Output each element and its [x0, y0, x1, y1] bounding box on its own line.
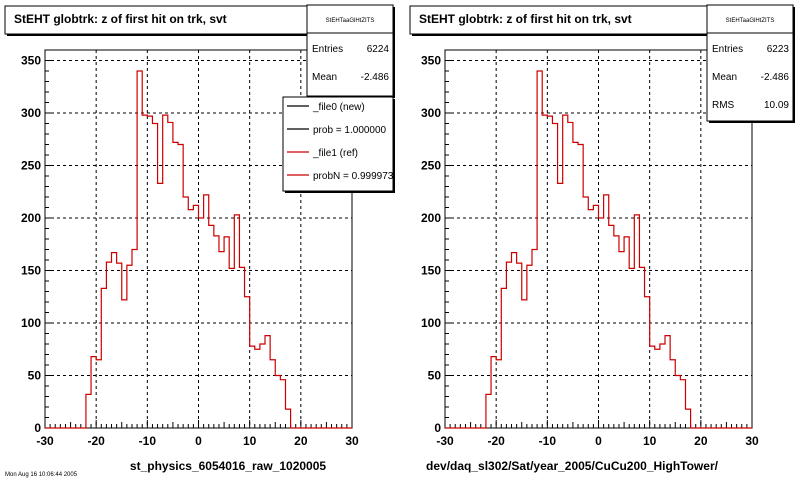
stats-title: StEHTaaGlHtZITS — [726, 18, 775, 24]
stats-box-frame — [306, 4, 394, 97]
x-axis-label: dev/daq_sl302/Sat/year_2005/CuCu200_High… — [426, 459, 719, 473]
legend-label: _file0 (new) — [312, 102, 365, 113]
y-tick-label: 0 — [434, 421, 441, 435]
x-tick-label: 0 — [195, 434, 202, 448]
stats-title: StEHTaaGlHtZITS — [326, 18, 375, 24]
y-tick-label: 50 — [28, 369, 42, 383]
y-tick-label: 300 — [421, 106, 441, 120]
legend-entries: _file0 (new) prob = 1.000000 _file1 (ref) p… — [287, 102, 394, 182]
chart-title: StEHT globtrk: z of first hit on trk, sv… — [419, 12, 632, 26]
x-tick-label: 0 — [595, 434, 602, 448]
stats-label: Mean — [312, 72, 337, 83]
y-tick-label: 300 — [21, 106, 41, 120]
footer-timestamp: Mon Aug 16 10:06:44 2005 — [5, 472, 78, 478]
y-tick-label: 100 — [21, 316, 41, 330]
x-tick-label: 10 — [243, 434, 257, 448]
stats-box: StEHTaaGlHtZITS Entries 6224 Mean -2.486 — [306, 4, 395, 98]
axis-ticks — [444, 49, 753, 429]
x-tick-label: 10 — [643, 434, 657, 448]
legend-label: probN = 0.999973 — [313, 171, 394, 182]
y-tick-label: 150 — [421, 264, 441, 278]
x-tick-label: 20 — [294, 434, 308, 448]
stats-label: Mean — [712, 72, 737, 83]
y-tick-label: 100 — [421, 316, 441, 330]
y-tick-label: 50 — [428, 369, 442, 383]
x-tick-label: -30 — [36, 434, 54, 448]
stats-label: RMS — [712, 100, 735, 111]
y-tick-label: 150 — [21, 264, 41, 278]
y-tick-label: 350 — [21, 54, 41, 68]
stats-value: -2.486 — [361, 72, 390, 83]
histogram-panel-1: -30 -20 -10 0 10 20 30050100150200250300350st_… — [4, 4, 395, 473]
x-tick-label: -10 — [139, 434, 157, 448]
histogram-series — [45, 70, 352, 429]
histogram-panel-2: -30 -20 -10 0 10 20 30050100150200250300350dev… — [409, 4, 795, 473]
y-tick-label: 250 — [21, 159, 41, 173]
x-tick-label: -20 — [87, 434, 105, 448]
chart-title: StEHT globtrk: z of first hit on trk, sv… — [14, 12, 227, 26]
histogram-series — [445, 70, 752, 429]
stats-box-frame — [706, 4, 794, 122]
y-tick-label: 0 — [34, 421, 41, 435]
y-tick-label: 200 — [421, 211, 441, 225]
y-tick-label: 200 — [21, 211, 41, 225]
y-tick-label: 250 — [421, 159, 441, 173]
stats-label: Entries — [712, 44, 743, 55]
title-box — [409, 5, 711, 35]
stats-value: 6223 — [767, 44, 790, 55]
x-tick-label: 30 — [345, 434, 359, 448]
x-axis-label: st_physics_6054016_raw_1020005 — [130, 459, 326, 473]
axis-ticks — [44, 49, 353, 429]
legend: _file0 (new) prob = 1.000000 _file1 (ref) p… — [282, 96, 395, 193]
x-tick-label: 20 — [694, 434, 708, 448]
x-tick-label: -10 — [539, 434, 557, 448]
x-tick-label: -30 — [436, 434, 454, 448]
legend-label: prob = 1.000000 — [313, 125, 387, 136]
legend-label: _file1 (ref) — [312, 148, 358, 159]
stats-value: 10.09 — [764, 100, 789, 111]
stats-value: -2.486 — [761, 72, 790, 83]
stats-label: Entries — [312, 44, 343, 55]
y-tick-label: 350 — [421, 54, 441, 68]
stats-box: StEHTaaGlHtZITS Entries 6223 Mean -2.486 RMS 1… — [706, 4, 795, 123]
grid-lines — [445, 50, 752, 428]
x-tick-label: 30 — [745, 434, 759, 448]
x-tick-label: -20 — [487, 434, 505, 448]
stats-value: 6224 — [367, 44, 390, 55]
